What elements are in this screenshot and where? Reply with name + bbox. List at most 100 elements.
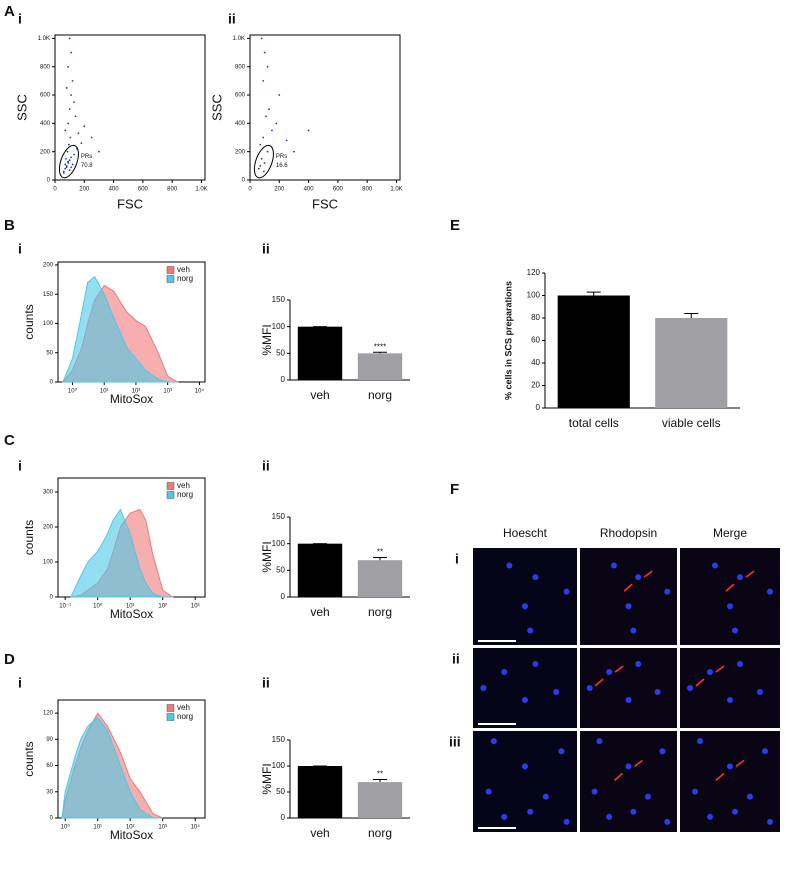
point [65,87,68,89]
x-tick-label: norg [368,388,392,402]
y-axis-label: SSC [14,94,29,121]
x-tick-label: 10³ [163,389,172,395]
point [70,51,73,54]
x-tick-label: 10³ [158,825,167,831]
legend-label: veh [177,481,190,490]
y-tick-label: 100 [527,291,541,300]
micrograph [680,731,780,832]
y-tick-label: 120 [43,711,54,717]
nucleus [501,813,508,820]
nucleus [664,588,671,595]
point [275,122,278,125]
y-tick-label: 120 [527,268,541,277]
y-tick-label: 0 [281,592,286,601]
legend-label: norg [177,274,193,283]
point [278,94,281,96]
nucleus [501,669,508,675]
nucleus [732,627,738,634]
legend-label: veh [177,265,190,274]
y-tick-label: 50 [46,350,53,356]
point [262,136,265,139]
point [67,65,70,68]
y-tick-label: 20 [531,381,540,390]
nucleus [630,627,637,634]
point [64,167,67,170]
x-tick-label: 400 [304,187,315,193]
nucleus [527,627,534,634]
nucleus [522,763,528,770]
error-bar [373,351,387,354]
bar [297,543,343,597]
plot-frame [249,34,401,181]
point [73,101,75,104]
point [80,142,83,145]
rhodopsin-signal [594,665,624,687]
y-tick-label: 0 [281,375,286,384]
x-tick-label: 800 [167,187,178,193]
error-bar [684,313,699,318]
x-tick-label: 200 [79,187,90,193]
point [67,122,70,125]
nucleus [522,603,528,610]
point [68,159,71,162]
x-tick-label: 600 [333,187,344,193]
point [68,169,71,171]
point [66,150,69,153]
point [262,79,265,82]
y-tick-label: 150 [272,735,286,744]
y-axis-label: counts [22,741,36,776]
legend-swatch [166,266,175,274]
point [98,150,100,153]
nucleus [606,813,613,820]
point [263,162,266,164]
y-tick-label: 0 [50,380,54,386]
x-tick-label: norg [368,605,392,619]
rhodopsin-signal [715,759,745,781]
nucleus [654,689,661,695]
x-tick-label: veh [310,388,329,402]
point [293,150,295,153]
point [71,163,74,166]
panel-label: F [450,481,459,498]
y-tick-label: 0 [536,403,541,412]
x-axis-label: FSC [312,196,338,211]
nucleus [767,818,773,825]
panel-label: D [4,651,15,668]
nucleus [591,788,598,795]
x-tick-label: norg [368,826,392,840]
x-tick-label: 10⁰ [68,388,78,395]
point [73,153,75,156]
y-tick-label: 50 [276,348,285,357]
y-tick-label: 100 [272,761,286,770]
point [62,170,65,173]
point [77,132,80,135]
error-bar [586,291,601,296]
rhodopsin-signal [725,570,755,592]
micrograph [473,548,577,645]
micrograph [473,648,577,728]
gate-label: PRs [276,154,287,160]
x-tick-label: 10³ [191,604,200,610]
point [83,125,86,128]
x-tick-label: 10² [158,604,167,610]
nucleus [659,748,666,755]
y-tick-label: 60 [46,763,53,769]
y-axis-label: counts [22,520,36,555]
gate-value: 70.8 [81,163,93,169]
y-tick-label: 0 [47,178,51,184]
micrograph [473,731,577,832]
micrograph [680,548,780,645]
plot-frame [54,34,206,181]
point [266,65,269,68]
y-tick-label: 100 [272,322,286,331]
x-tick-label: 1.0K [390,187,402,193]
point [70,166,73,169]
x-tick-label: 10⁰ [93,603,103,610]
area [61,716,163,819]
nucleus [727,603,733,610]
x-tick-label: veh [310,826,329,840]
point [259,143,262,146]
y-tick-label: 1.0K [233,36,245,42]
x-axis-label: MitoSox [110,392,153,406]
point [265,115,268,118]
